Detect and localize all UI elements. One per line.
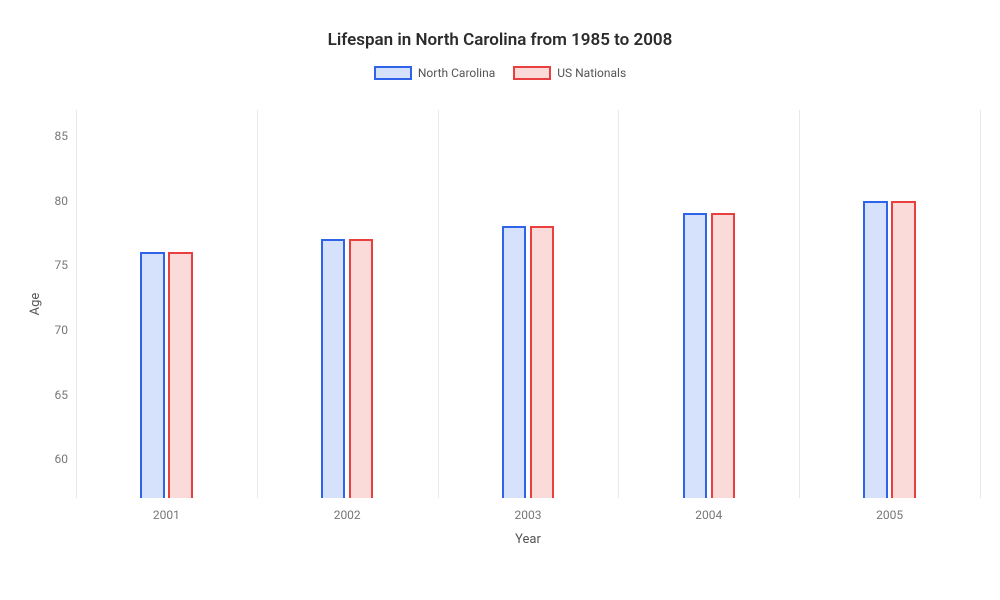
bar — [711, 213, 735, 498]
legend-swatch — [374, 66, 412, 80]
gridline-vertical — [799, 110, 800, 498]
chart-container: Lifespan in North Carolina from 1985 to … — [0, 0, 1000, 600]
y-axis-label: Age — [28, 293, 43, 316]
legend-swatch — [513, 66, 551, 80]
y-tick-label: 85 — [55, 129, 77, 143]
y-tick-label: 60 — [55, 452, 77, 466]
x-tick-label: 2001 — [153, 498, 180, 522]
y-tick-label: 80 — [55, 194, 77, 208]
legend-label: North Carolina — [418, 66, 495, 80]
bar — [683, 213, 707, 498]
gridline-vertical — [438, 110, 439, 498]
gridline-vertical — [980, 110, 981, 498]
y-tick-label: 70 — [55, 323, 77, 337]
x-tick-label: 2003 — [515, 498, 542, 522]
bar — [502, 226, 526, 498]
bar — [140, 252, 164, 498]
x-tick-label: 2004 — [695, 498, 722, 522]
x-tick-label: 2005 — [876, 498, 903, 522]
x-axis-label: Year — [515, 532, 541, 547]
x-tick-label: 2002 — [334, 498, 361, 522]
gridline-vertical — [618, 110, 619, 498]
bar — [891, 201, 915, 498]
y-tick-label: 75 — [55, 258, 77, 272]
y-tick-label: 65 — [55, 388, 77, 402]
gridline-vertical — [76, 110, 77, 498]
bar — [863, 201, 887, 498]
gridline-vertical — [257, 110, 258, 498]
bar — [349, 239, 373, 498]
legend-item: North Carolina — [374, 66, 495, 80]
legend-label: US Nationals — [557, 66, 626, 80]
plot-area: Age Year 6065707580852001200220032004200… — [76, 110, 980, 498]
legend-item: US Nationals — [513, 66, 626, 80]
legend: North Carolina US Nationals — [0, 66, 1000, 80]
chart-title: Lifespan in North Carolina from 1985 to … — [0, 30, 1000, 50]
bar — [530, 226, 554, 498]
bar — [321, 239, 345, 498]
bar — [168, 252, 192, 498]
